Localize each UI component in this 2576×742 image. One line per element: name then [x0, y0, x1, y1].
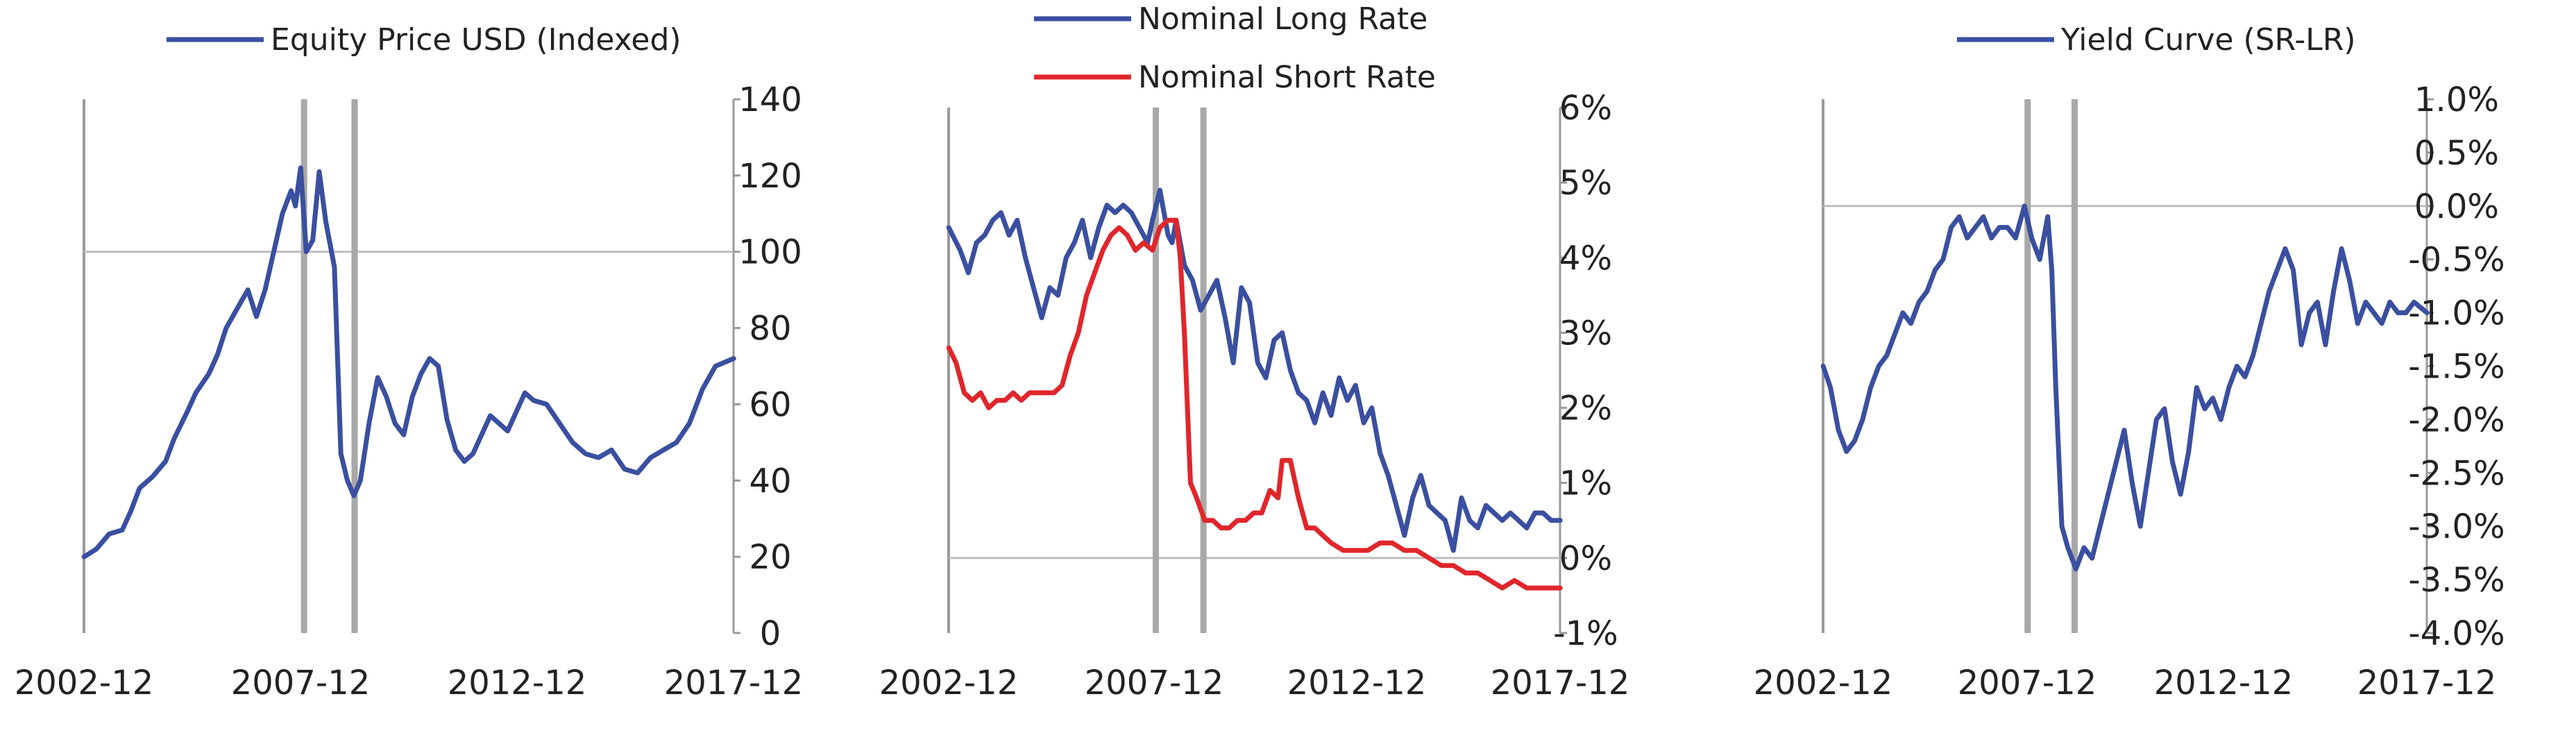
y-tick-label: -2.0% [2408, 400, 2505, 439]
y-tick-label: 4% [1559, 239, 1612, 278]
y-tick-label: 0% [1559, 539, 1612, 578]
y-tick-label: 100 [738, 233, 802, 272]
y-tick-label: 60 [749, 385, 791, 424]
x-tick-label: 2017-12 [1491, 664, 1630, 702]
y-tick-label: -4.0% [2408, 614, 2505, 653]
chart-panel-1: 0 20 40 60 80 100 120 140 2002-12 2007-12 2012-12 2… [15, 22, 804, 702]
x-tick-label: 2012-12 [448, 664, 587, 702]
chart-panel-3: -4.0% -3.5% -3.0% -2.5% -2.0% -1.5% -1.0% -0.5%… [1754, 22, 2505, 702]
y-tick-label: 20 [749, 538, 791, 577]
x-tick-label: 2012-12 [2154, 664, 2294, 702]
legend-label: Nominal Long Rate [1138, 1, 1427, 37]
x-tick-label: 2002-12 [15, 664, 154, 702]
y-tick-label: 1.0% [2414, 81, 2499, 119]
legend-label: Yield Curve (SR-LR) [2060, 22, 2356, 58]
y-tick-label: 6% [1559, 89, 1612, 128]
x-tick-label: 2002-12 [879, 664, 1019, 702]
y-tick-label: 1% [1559, 464, 1612, 503]
y-tick-label: 3% [1559, 314, 1612, 353]
y-tick-label: -0.5% [2408, 241, 2505, 280]
y-tick-label: 0 [760, 614, 781, 653]
chart-panel-2: -1% 0% 1% 2% 3% 4% 5% 6% 2002-12 2007-12 2012-12 20… [879, 1, 1630, 702]
y-tick-label: -1% [1553, 614, 1618, 653]
x-tick-label: 2017-12 [664, 664, 804, 702]
y-tick-label: -3.5% [2408, 561, 2505, 600]
x-tick-label: 2002-12 [1754, 664, 1893, 702]
x-tick-label: 2007-12 [1958, 664, 2097, 702]
x-tick-label: 2007-12 [231, 664, 371, 702]
x-tick-label: 2007-12 [1085, 664, 1224, 702]
y-tick-label: 5% [1559, 164, 1612, 203]
y-tick-label: -2.5% [2408, 454, 2505, 493]
legend-label: Equity Price USD (Indexed) [271, 22, 681, 58]
y-tick-label: 120 [738, 157, 802, 196]
series-line-nominal-short-rate [946, 217, 1563, 591]
y-tick-label: 0.5% [2414, 134, 2499, 173]
y-tick-label: 2% [1559, 389, 1612, 428]
x-tick-label: 2017-12 [2357, 664, 2497, 702]
y-tick-label: -3.0% [2408, 507, 2505, 546]
y-tick-label: 0.0% [2414, 187, 2499, 226]
legend-label: Nominal Short Rate [1138, 60, 1436, 95]
series-line-equity-price-usd-indexed- [81, 165, 736, 559]
y-tick-label: 80 [749, 310, 791, 348]
series-line-yield-curve-sr-lr- [1820, 203, 2430, 572]
y-tick-label: -1.5% [2408, 348, 2505, 387]
series-line-nominal-long-rate [946, 187, 1563, 553]
y-tick-label: 40 [749, 462, 791, 500]
y-tick-label: 140 [738, 81, 802, 119]
y-tick-label: -1.0% [2408, 294, 2505, 333]
x-tick-label: 2012-12 [1287, 664, 1427, 702]
